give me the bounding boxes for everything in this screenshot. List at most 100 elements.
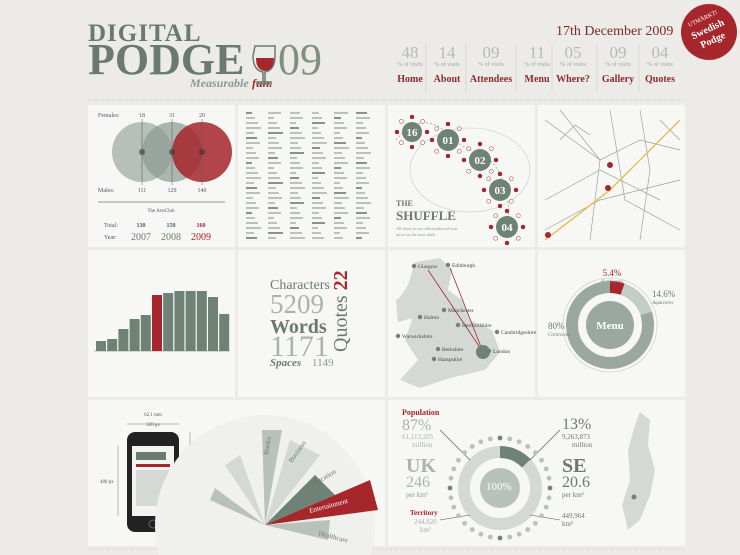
- london-dot: [476, 345, 490, 359]
- ring-dot: [539, 513, 544, 519]
- nav-item[interactable]: 48% of visits Home: [390, 44, 430, 86]
- unit: km²: [420, 526, 432, 534]
- nav-item[interactable]: 09% of visits Attendees: [467, 44, 515, 86]
- city: [435, 346, 441, 352]
- seat: [493, 236, 498, 241]
- nav-item[interactable]: 05% of visits Where?: [553, 43, 593, 86]
- nav-link[interactable]: About: [433, 74, 461, 85]
- donut-center-label: Menu: [596, 320, 624, 332]
- map-pin: [607, 162, 613, 168]
- ring-dot: [539, 457, 544, 463]
- nav-item[interactable]: 09% of visits Gallery: [598, 44, 638, 86]
- leader: [529, 429, 561, 461]
- leader: [439, 514, 471, 521]
- ring-dot: [456, 513, 461, 519]
- value: 87%: [402, 417, 432, 434]
- label: Year:: [104, 235, 117, 241]
- wedge: [262, 430, 282, 525]
- seat: [399, 140, 404, 145]
- seat: [409, 144, 415, 150]
- phone-line: [136, 464, 170, 467]
- seat: [477, 173, 483, 179]
- seat: [399, 119, 404, 124]
- shuffle-ring: [409, 127, 531, 213]
- ring-dot: [456, 457, 461, 463]
- nav-count: 04: [651, 43, 669, 62]
- bar: [174, 291, 185, 351]
- ring-dot: [532, 450, 538, 456]
- ring-dot: [451, 504, 457, 510]
- unit: per km²: [406, 491, 428, 499]
- city: [441, 307, 447, 313]
- ring-dot: [546, 475, 552, 481]
- nav-item[interactable]: 11% of visits Menu: [517, 43, 557, 86]
- city: [411, 263, 417, 269]
- ring-dot: [546, 495, 552, 501]
- value: 244,820: [414, 518, 437, 526]
- value: 449,964: [562, 512, 585, 520]
- nav-link[interactable]: Quotes: [645, 74, 675, 85]
- table-number: 03: [495, 185, 507, 197]
- females-value: 20: [199, 113, 205, 119]
- city: [417, 314, 423, 320]
- label: Total:: [104, 223, 118, 229]
- donut-center: [586, 301, 634, 349]
- donut-value: 5.4%: [603, 268, 622, 278]
- table: [437, 129, 459, 151]
- table: [469, 149, 491, 171]
- donut-segment: [566, 281, 654, 369]
- ring-dot: [469, 444, 475, 449]
- route: [449, 267, 484, 353]
- shuffle-title: THE: [396, 199, 413, 208]
- bar: [219, 314, 230, 351]
- bar: [152, 295, 162, 351]
- wine-glass: [252, 45, 276, 85]
- seat: [477, 141, 483, 147]
- nav-count: 05: [564, 43, 582, 62]
- value: 13%: [562, 416, 592, 433]
- stat-label: Quotes 22: [330, 270, 353, 352]
- stat-value: 5209: [270, 289, 324, 319]
- table-number: 16: [407, 127, 419, 139]
- ring-dot: [487, 534, 493, 540]
- nav-link[interactable]: Menu: [524, 74, 550, 85]
- nav-caption: % of visits: [478, 62, 504, 68]
- sweden-dot: [631, 494, 637, 500]
- seat: [481, 187, 487, 193]
- nav-link[interactable]: Gallery: [601, 74, 635, 85]
- seat: [513, 187, 519, 193]
- phone-logo: [136, 452, 166, 460]
- unit: million: [572, 441, 593, 449]
- nav-link[interactable]: Attendees: [469, 74, 513, 85]
- stat-label: Characters: [270, 278, 330, 293]
- dimension-label: 320 px: [146, 423, 160, 428]
- leader: [529, 514, 561, 521]
- nav-item[interactable]: 14% of visits About: [427, 44, 467, 86]
- males-value: 129: [168, 188, 177, 194]
- seat: [504, 240, 510, 246]
- badge: [681, 4, 737, 60]
- nav-item[interactable]: 04% of visits Quotes: [640, 43, 680, 86]
- ring-dot: [448, 495, 454, 501]
- tagline: Measurable: [190, 76, 249, 90]
- donut-name: Herbivores: [600, 280, 623, 285]
- city: [494, 329, 500, 335]
- map-pin: [545, 232, 551, 238]
- seat: [457, 149, 462, 154]
- wedge: [265, 520, 330, 540]
- seat: [424, 129, 430, 135]
- nav-count: 11: [528, 43, 546, 62]
- nav-link[interactable]: Home: [397, 74, 423, 85]
- ring-dot: [497, 535, 503, 541]
- nav-link[interactable]: Where?: [556, 74, 590, 85]
- ring-share: [458, 446, 542, 530]
- ring-dot: [487, 436, 493, 442]
- ring-dot: [469, 527, 475, 532]
- ring-dot: [516, 531, 522, 537]
- bar: [185, 291, 196, 351]
- table: [496, 216, 518, 238]
- route: [427, 269, 484, 353]
- seat: [434, 149, 439, 154]
- title-year: 09: [278, 35, 322, 84]
